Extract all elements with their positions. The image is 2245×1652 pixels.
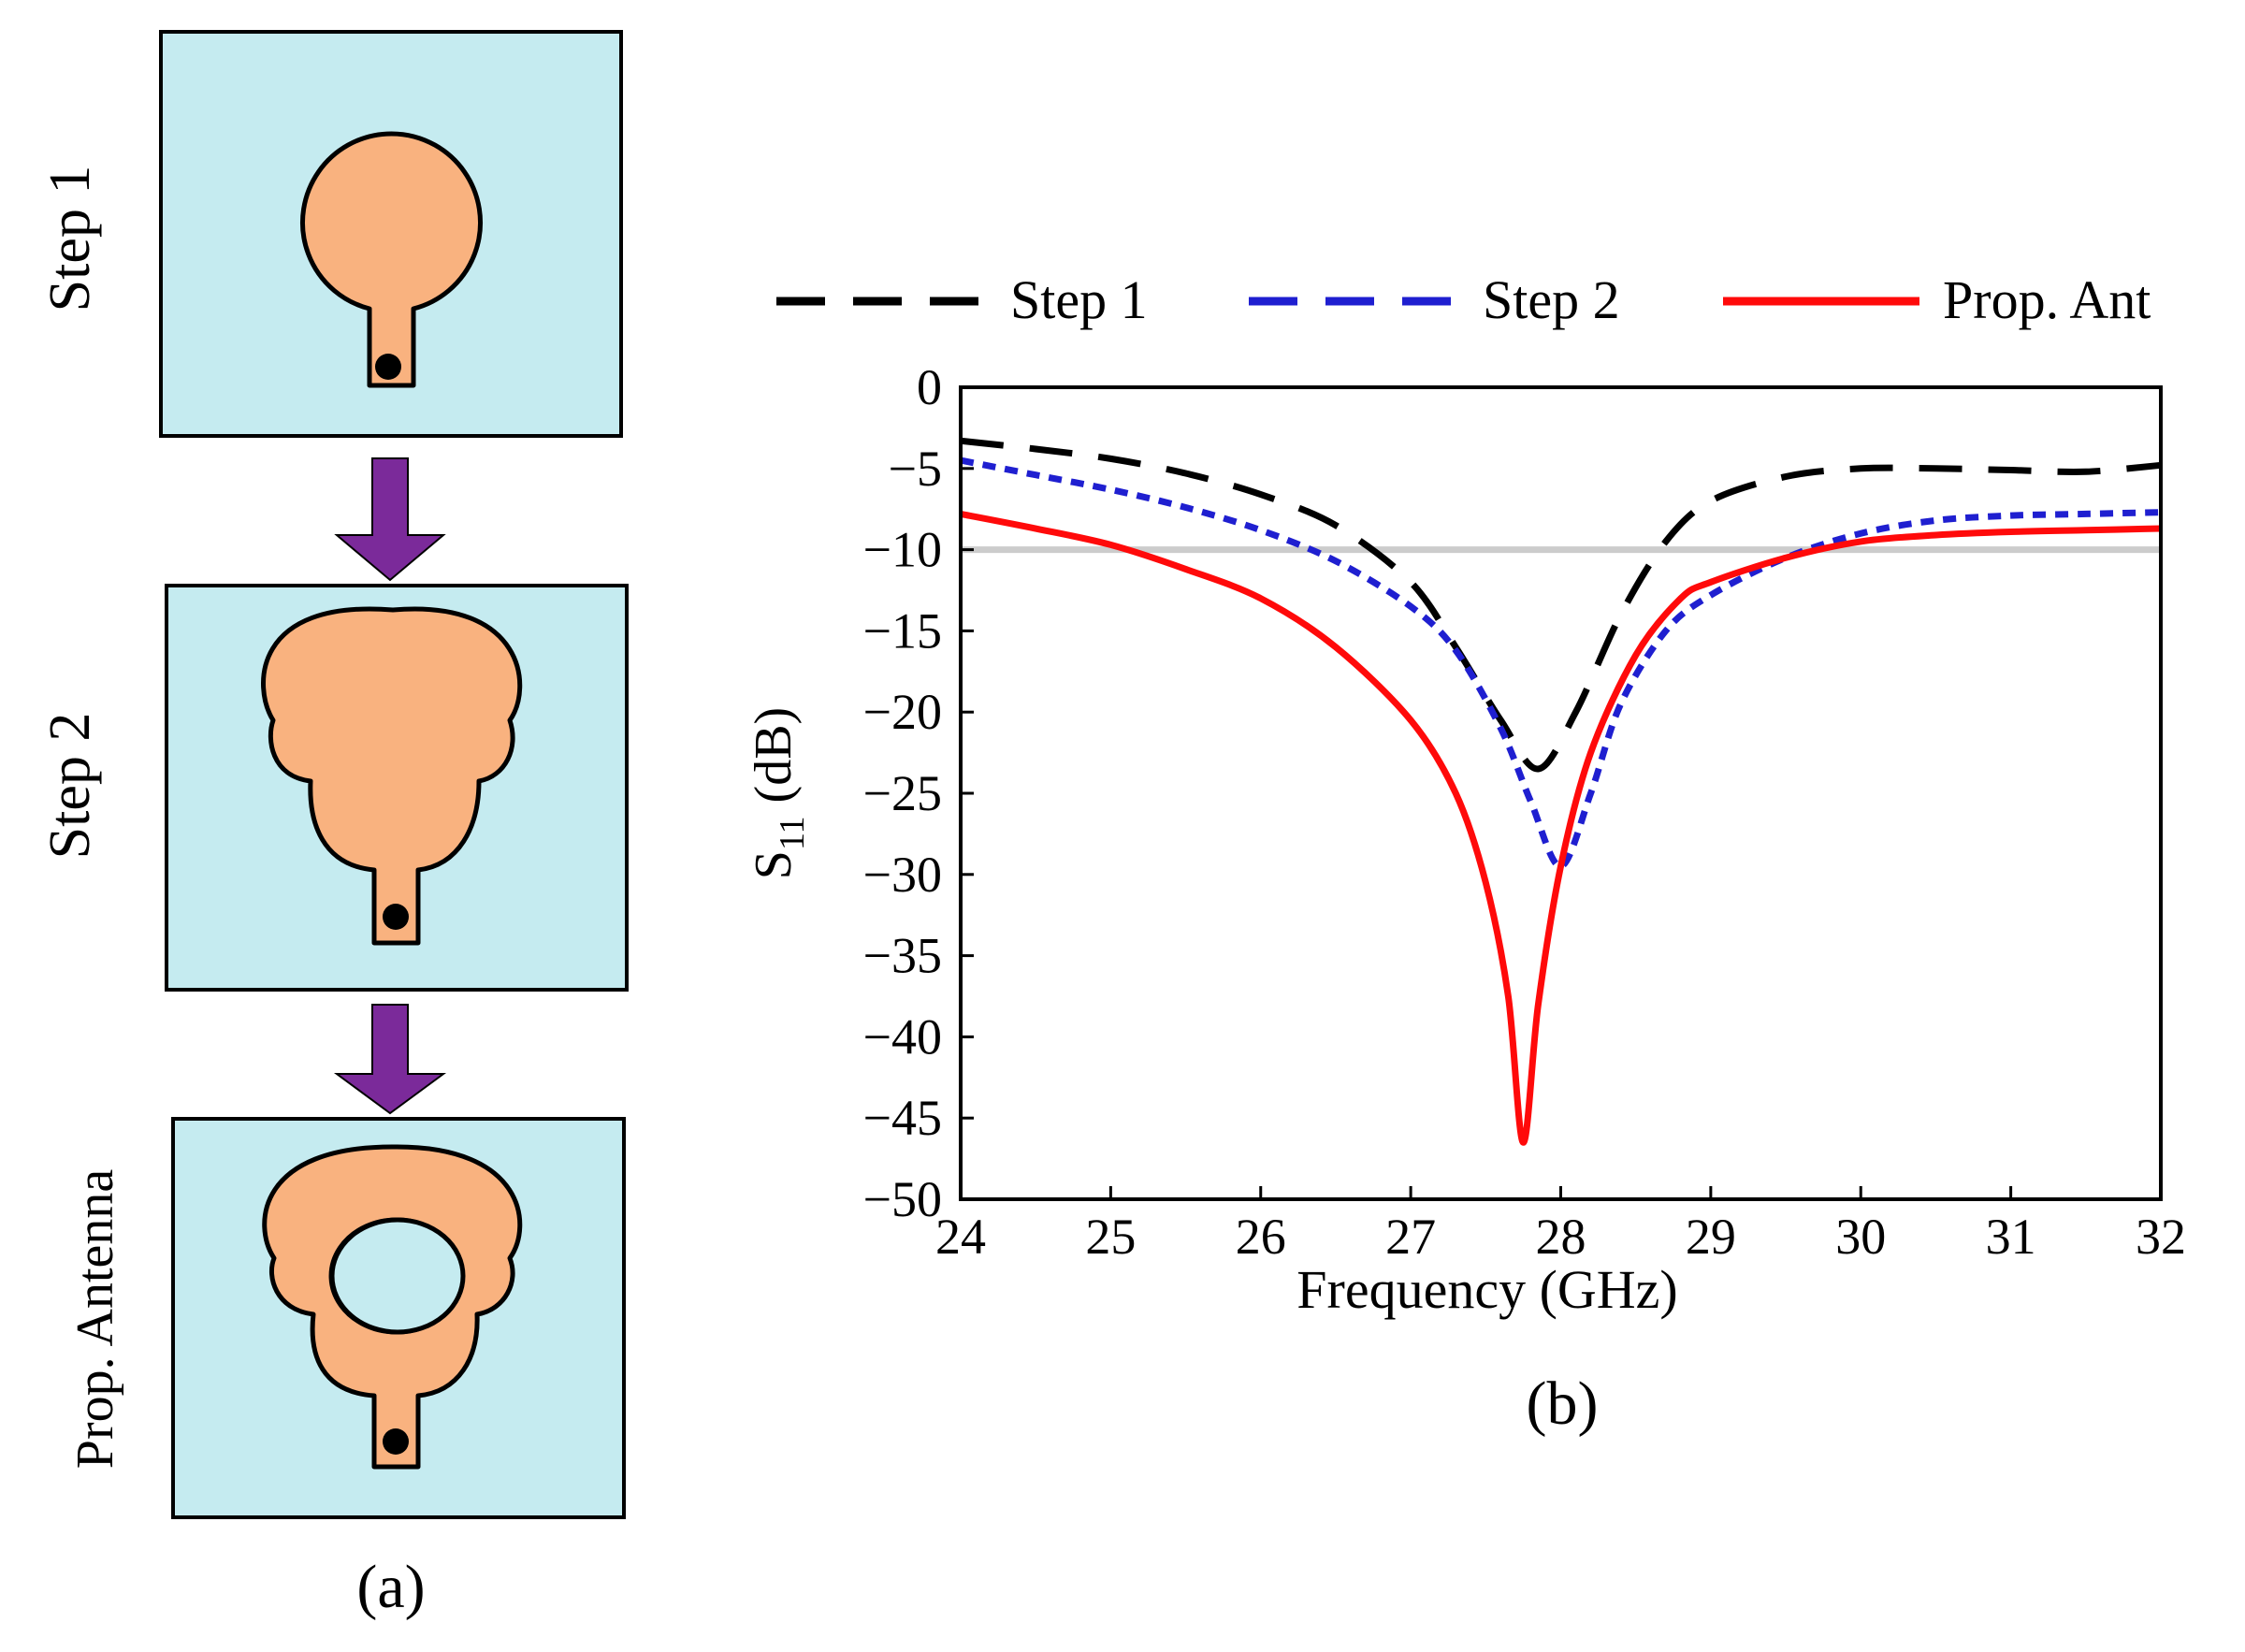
panel-b-caption: (b) (1527, 1369, 1599, 1438)
y-axis-label-sub: 11 (773, 816, 812, 850)
y-axis-label-main: S (745, 850, 803, 879)
y-tick-label: −30 (863, 847, 942, 903)
x-axis: 24 25 26 27 28 29 30 31 32 (935, 1186, 2186, 1265)
series-line-1 (960, 437, 2162, 773)
proposed-antenna-label: Prop. Antenna (66, 1169, 124, 1470)
step-2-antenna (165, 584, 629, 992)
x-tick-label: 29 (1686, 1209, 1736, 1265)
y-tick-label: −45 (863, 1090, 942, 1146)
arrow-down-icon (333, 1004, 447, 1115)
y-tick-label: −20 (863, 684, 942, 740)
x-tick-label: 26 (1236, 1209, 1286, 1265)
series-line-3 (960, 510, 2162, 1146)
legend-label-1: Step 1 (1010, 269, 1148, 330)
step-1-antenna (159, 30, 623, 438)
series-line-2 (960, 456, 2162, 870)
x-tick-label: 30 (1835, 1209, 1886, 1265)
x-tick-label: 31 (1986, 1209, 2036, 1265)
feed-point-icon (383, 1428, 409, 1455)
slot-outline (329, 1217, 466, 1335)
y-tick-label: −5 (889, 441, 942, 497)
y-axis-label-unit: (dB) (745, 707, 803, 817)
y-axis-label: S11 (dB) (745, 707, 812, 879)
x-tick-label: 28 (1536, 1209, 1586, 1265)
plot-frame (959, 385, 2163, 1201)
legend-label-2: Step 2 (1483, 269, 1620, 330)
x-tick-label: 32 (2136, 1209, 2186, 1265)
y-tick-label: −15 (863, 602, 942, 659)
y-tick-label: −50 (863, 1171, 942, 1227)
y-tick-label: 0 (917, 359, 942, 415)
y-tick-label: −35 (863, 928, 942, 984)
feed-point-icon (383, 904, 409, 930)
y-tick-label: −10 (863, 522, 942, 578)
y-axis: 0 −5 −10 −15 −20 −25 −30 −35 −40 −45 −50 (863, 359, 974, 1227)
x-axis-label: Frequency (GHz) (1296, 1259, 1677, 1320)
step-1-patch (300, 131, 483, 388)
step-2-patch (261, 606, 523, 946)
legend: Step 1 Step 2 Prop. Ant (776, 269, 2151, 330)
series-group (960, 437, 2162, 1146)
y-tick-label: −25 (863, 765, 942, 821)
legend-label-3: Prop. Ant (1943, 269, 2151, 330)
arrow-down-icon (334, 457, 446, 582)
panel-b-chart: Step 1 Step 2 Prop. Ant 0 −5 −10 −15 −20 −25 −30… (745, 269, 2186, 1438)
proposed-antenna (171, 1117, 626, 1519)
x-tick-label: 24 (935, 1209, 986, 1265)
x-tick-label: 27 (1385, 1209, 1436, 1265)
panel-a-caption: (a) (356, 1553, 425, 1621)
y-tick-label: −40 (863, 1008, 942, 1065)
step-2-label: Step 2 (38, 713, 102, 860)
x-tick-label: 25 (1085, 1209, 1136, 1265)
step-1-label: Step 1 (38, 166, 102, 312)
panel-a: Step 1 Step 2 Prop. Antenna (a) (38, 30, 629, 1621)
feed-point-icon (375, 354, 401, 380)
